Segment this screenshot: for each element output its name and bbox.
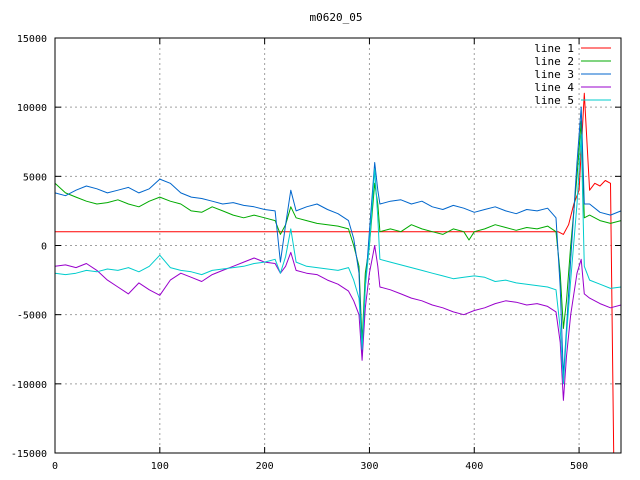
y-tick-label: 15000 <box>17 34 47 45</box>
legend-label-3: line 3 <box>534 68 574 81</box>
x-tick-label: 100 <box>151 461 169 472</box>
legend-label-1: line 1 <box>534 42 574 55</box>
series-line-1 <box>55 92 615 454</box>
x-tick-label: 200 <box>256 461 274 472</box>
x-tick-label: 0 <box>52 461 58 472</box>
series-line-5 <box>54 134 622 385</box>
legend-label-4: line 4 <box>534 81 574 94</box>
x-tick-label: 500 <box>570 461 588 472</box>
chart-title: m0620_05 <box>310 11 363 24</box>
y-tick-label: 10000 <box>17 103 47 114</box>
x-tick-label: 300 <box>360 461 378 472</box>
y-tick-label: 5000 <box>23 172 47 183</box>
y-tick-label: -5000 <box>17 311 47 322</box>
x-tick-label: 400 <box>465 461 483 472</box>
legend-label-5: line 5 <box>534 94 574 107</box>
series-line-2 <box>54 120 622 343</box>
y-tick-label: 0 <box>41 242 47 253</box>
series-line-3 <box>54 106 622 378</box>
series-layer <box>54 92 622 454</box>
axis-ticks: 0 100 200 300 400 500 -15000 -10000 -5000 0 5000 10… <box>11 34 621 472</box>
y-tick-label: -10000 <box>11 380 47 391</box>
y-tick-label: -15000 <box>11 449 47 460</box>
legend-label-2: line 2 <box>534 55 574 68</box>
series-line-4 <box>54 245 622 401</box>
grid <box>55 38 621 453</box>
